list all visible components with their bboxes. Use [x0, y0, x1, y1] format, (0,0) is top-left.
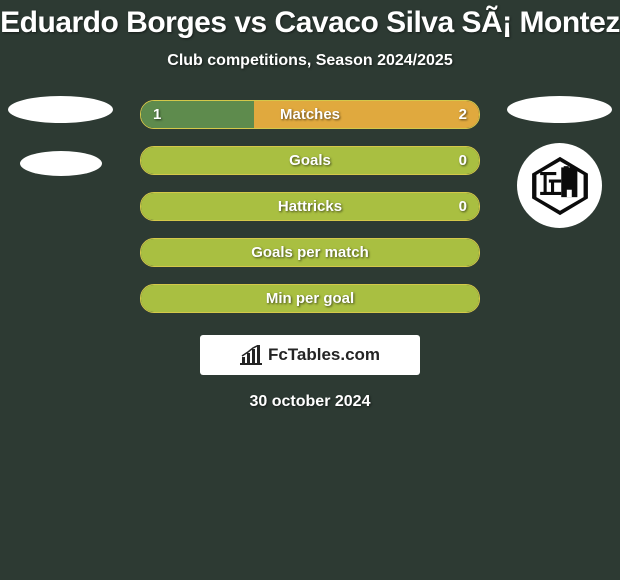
ellipse-icon — [8, 96, 113, 123]
club-badge-icon — [517, 143, 602, 228]
player-right-logo — [507, 96, 612, 228]
comparison-content: 12Matches 0Goals 0Hattricks Goals per match… — [0, 100, 620, 411]
chart-icon — [240, 345, 262, 365]
snapshot-date: 30 october 2024 — [0, 393, 620, 411]
brand-text: FcTables.com — [268, 345, 380, 365]
brand-badge: FcTables.com — [200, 335, 420, 375]
page-title: Eduardo Borges vs Cavaco Silva SÃ¡ Monte… — [0, 0, 620, 42]
stat-bar: Min per goal — [140, 284, 480, 313]
bar-label: Min per goal — [141, 285, 479, 312]
ellipse-icon — [20, 151, 102, 176]
stat-bar: 12Matches — [140, 100, 480, 129]
bar-label: Hattricks — [141, 193, 479, 220]
bar-label: Goals — [141, 147, 479, 174]
bar-label: Matches — [141, 101, 479, 128]
ellipse-icon — [507, 96, 612, 123]
page-subtitle: Club competitions, Season 2024/2025 — [0, 52, 620, 70]
stat-bar: 0Goals — [140, 146, 480, 175]
player-left-logo — [8, 96, 113, 176]
stat-bar: Goals per match — [140, 238, 480, 267]
stat-bars: 12Matches 0Goals 0Hattricks Goals per match… — [140, 100, 480, 313]
stat-bar: 0Hattricks — [140, 192, 480, 221]
bar-label: Goals per match — [141, 239, 479, 266]
